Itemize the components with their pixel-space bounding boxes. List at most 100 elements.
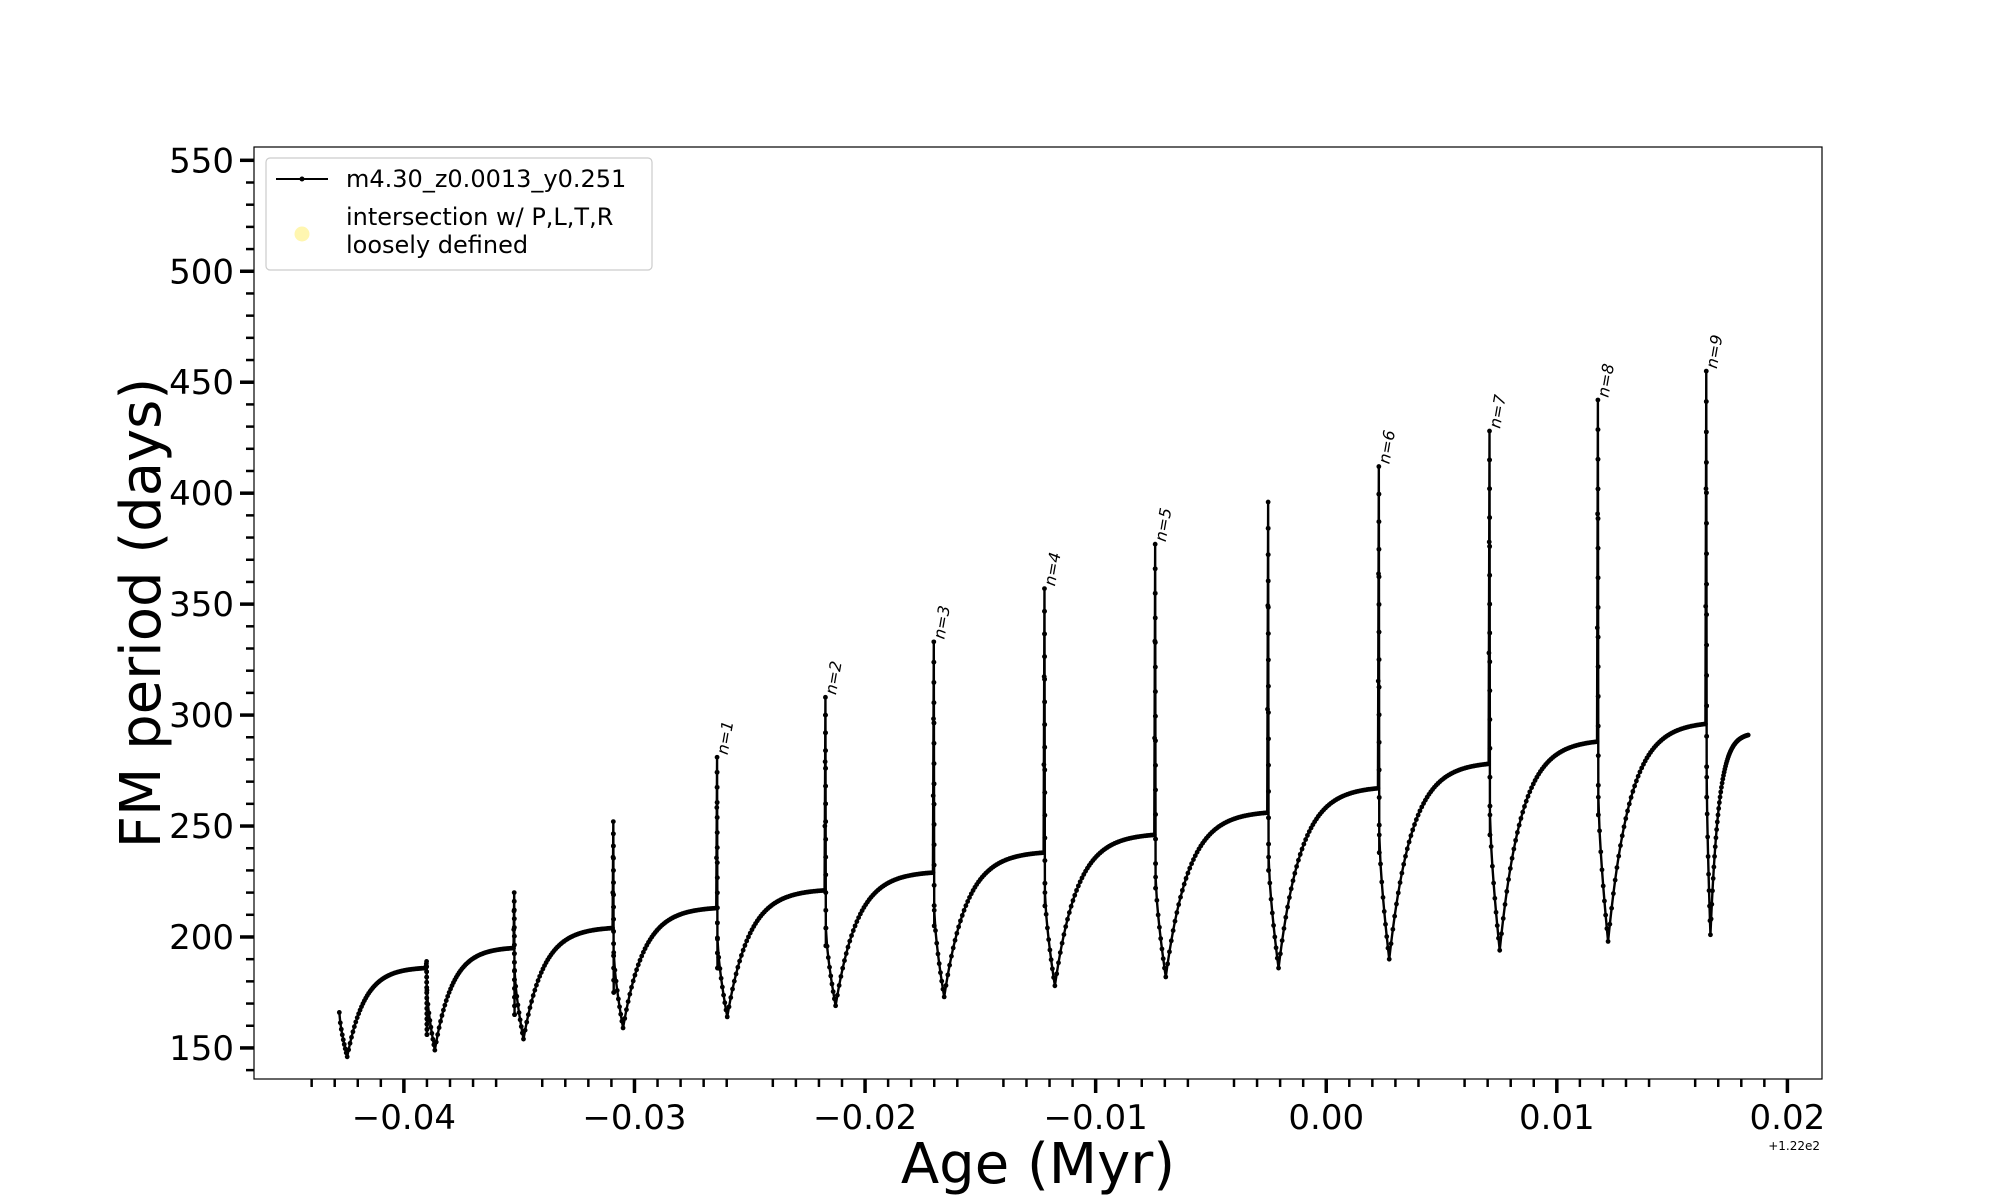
data-point [1712, 854, 1717, 859]
data-point [1052, 983, 1058, 989]
data-point [959, 912, 965, 918]
data-point [931, 862, 937, 868]
data-point [1703, 721, 1708, 727]
data-point [429, 1030, 435, 1036]
data-point [1306, 829, 1312, 834]
data-point [719, 984, 725, 990]
data-point [1602, 898, 1607, 904]
data-point [738, 953, 744, 958]
data-point [611, 868, 616, 873]
data-point [1609, 905, 1615, 911]
data-point [1265, 604, 1271, 610]
data-point [524, 1019, 530, 1025]
data-point [931, 659, 937, 665]
data-point [511, 890, 517, 895]
data-point [1595, 486, 1601, 492]
data-point [1286, 895, 1292, 900]
data-point [640, 949, 646, 955]
data-point [424, 1016, 430, 1022]
data-point [529, 998, 534, 1004]
data-point [714, 769, 720, 775]
data-point [1265, 499, 1271, 505]
data-point [1506, 877, 1511, 882]
data-point [1708, 932, 1713, 938]
data-point [1408, 833, 1414, 839]
data-point [1045, 925, 1050, 931]
data-point [1376, 629, 1382, 635]
data-point [1376, 832, 1382, 838]
data-point [1265, 552, 1271, 558]
data-point [1376, 491, 1382, 497]
data-point [1153, 787, 1158, 793]
data-point [349, 1034, 354, 1040]
data-point [1704, 733, 1710, 739]
data-point [740, 947, 746, 953]
data-point [1704, 581, 1709, 587]
data-point [1176, 902, 1182, 907]
pulse-annotation: n=3 [929, 604, 954, 641]
data-point [1390, 926, 1396, 932]
data-point [1607, 921, 1613, 927]
data-point [823, 890, 829, 895]
data-point [627, 991, 633, 997]
data-point [1074, 887, 1079, 893]
data-point [1614, 865, 1620, 870]
data-point [424, 1006, 430, 1011]
data-point [1716, 806, 1722, 811]
data-point [1042, 790, 1048, 795]
data-point [1265, 657, 1271, 663]
data-point [1516, 822, 1522, 828]
data-point [1600, 883, 1606, 889]
data-point [1265, 683, 1271, 689]
data-point [1619, 833, 1625, 839]
data-point [850, 928, 856, 933]
data-point [1419, 804, 1425, 810]
data-point [1492, 895, 1498, 901]
data-point [511, 925, 517, 930]
data-point [611, 950, 617, 955]
data-point [424, 995, 430, 1001]
data-point [931, 781, 937, 787]
data-point [1529, 785, 1534, 791]
data-point [952, 937, 958, 943]
y-tick-label: 400 [169, 474, 234, 514]
data-point [1266, 841, 1271, 847]
pulse-annotation: n=7 [1485, 392, 1510, 429]
data-point [611, 941, 616, 947]
data-point [1487, 812, 1493, 818]
data-point [341, 1041, 347, 1047]
data-point [1703, 429, 1709, 435]
data-point [1710, 875, 1716, 881]
data-point [956, 924, 962, 930]
legend-yellow-marker [294, 226, 310, 242]
data-point [1710, 888, 1715, 894]
data-point [1487, 572, 1493, 578]
data-point [1706, 871, 1711, 877]
data-point [828, 973, 834, 979]
data-point [1380, 895, 1386, 900]
data-point [1265, 710, 1271, 715]
data-point [822, 823, 828, 829]
data-point [947, 962, 953, 968]
data-point [1488, 844, 1494, 849]
data-point [833, 1003, 839, 1009]
data-point [1383, 921, 1388, 927]
data-point [940, 986, 946, 992]
data-point [424, 1011, 430, 1017]
data-point [611, 977, 617, 983]
data-point [1152, 640, 1158, 645]
data-point [1594, 625, 1600, 631]
data-point [714, 855, 719, 861]
data-point [1417, 808, 1423, 814]
data-point [1066, 910, 1072, 915]
data-point [1388, 941, 1394, 947]
data-point [1594, 739, 1600, 745]
data-point [1487, 688, 1493, 694]
data-point [611, 892, 616, 898]
data-point [1152, 541, 1158, 547]
pulse-annotation: n=6 [1375, 429, 1400, 466]
data-point [441, 1007, 446, 1013]
pulse-annotation: n=1 [713, 719, 738, 756]
data-point [730, 986, 735, 992]
data-point [611, 904, 616, 910]
